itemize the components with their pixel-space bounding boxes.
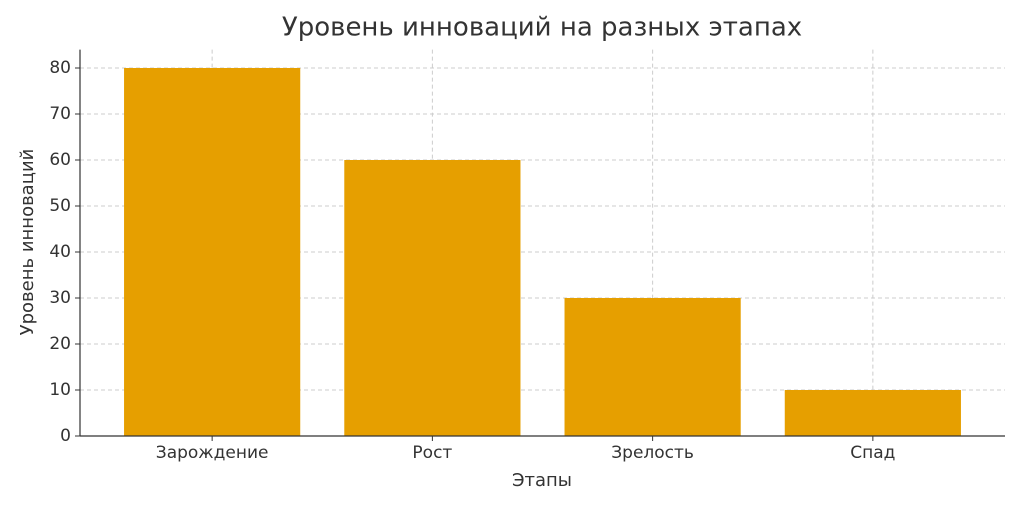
y-tick-label: 0 [60, 426, 71, 446]
y-tick-label: 80 [49, 58, 71, 78]
x-axis-label: Этапы [512, 470, 572, 491]
x-tick-label: Зарождение [156, 443, 269, 463]
x-tick-label: Рост [412, 443, 452, 463]
bar [564, 298, 741, 436]
y-tick-label: 50 [49, 196, 71, 216]
y-tick-label: 20 [49, 334, 71, 354]
x-tick-label: Зрелость [611, 443, 694, 463]
bar [124, 68, 301, 436]
y-tick-label: 10 [49, 380, 71, 400]
y-tick-label: 60 [49, 150, 71, 170]
bar [344, 160, 521, 436]
chart-title: Уровень инноваций на разных этапах [282, 13, 802, 43]
y-tick-label: 40 [49, 242, 71, 262]
y-tick-label: 70 [49, 104, 71, 124]
y-tick-label: 30 [49, 288, 71, 308]
x-tick-label: Спад [850, 443, 895, 463]
y-axis-label: Уровень инноваций [17, 149, 38, 336]
bar [784, 390, 961, 436]
